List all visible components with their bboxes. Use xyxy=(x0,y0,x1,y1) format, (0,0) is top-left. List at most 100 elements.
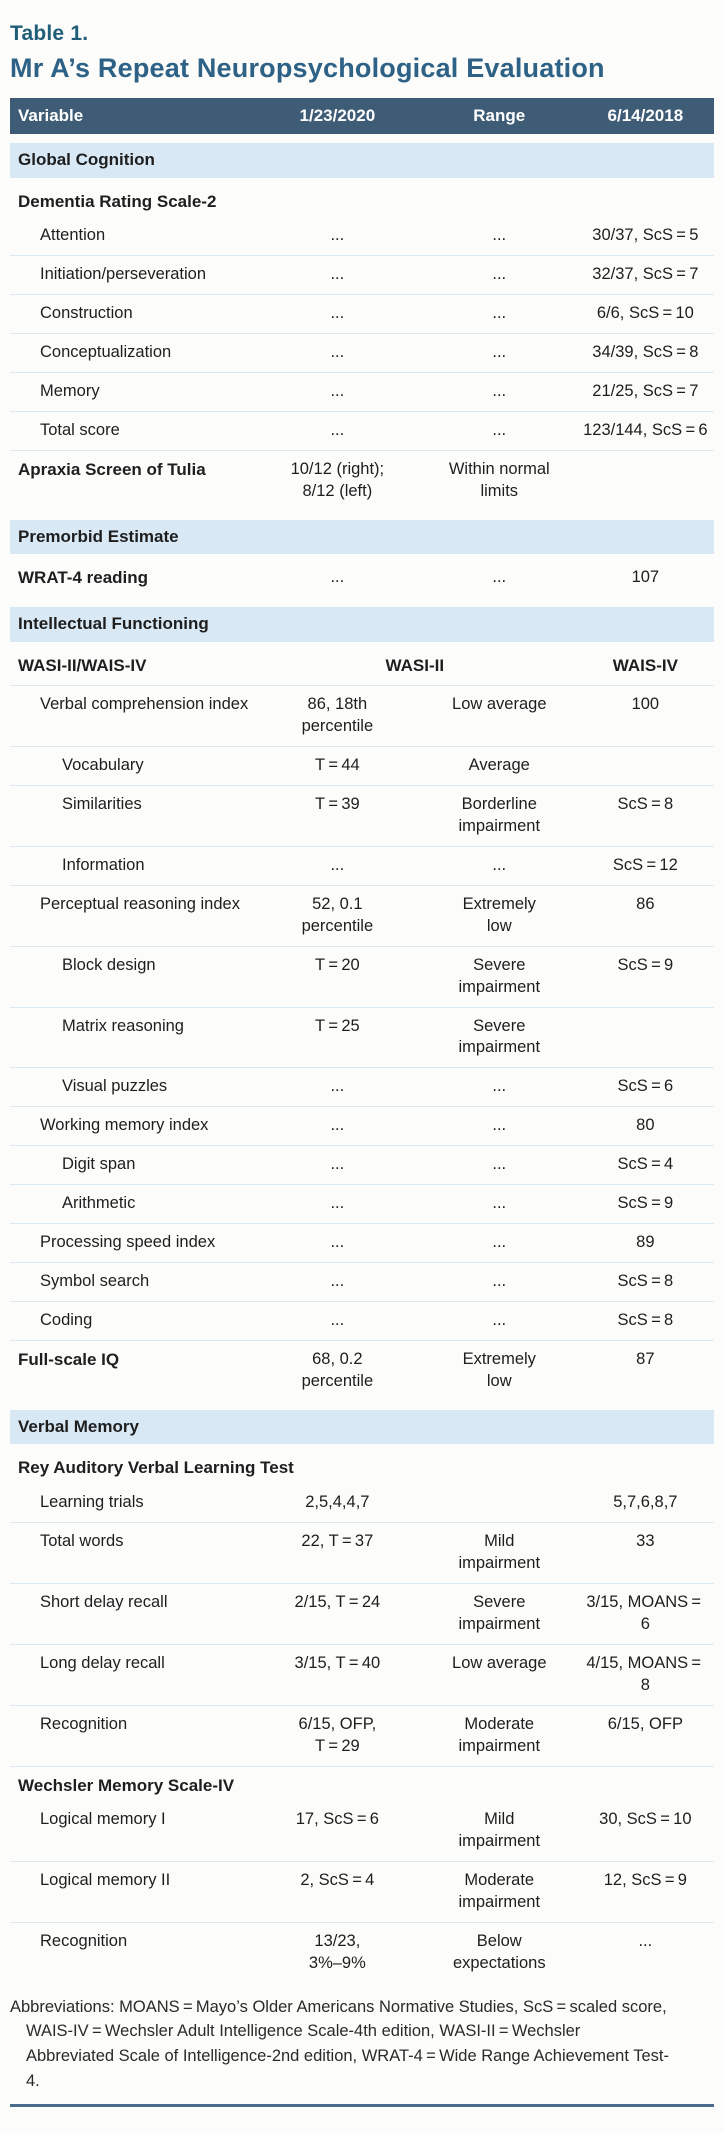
range-cell: ... xyxy=(421,1184,577,1224)
range-cell: ... xyxy=(421,294,577,334)
row-perceptual-reasoning-index: Perceptual reasoning index 52, 0.1 percen… xyxy=(10,884,714,947)
value-2020-cell: 2, ScS = 4 xyxy=(252,1860,422,1923)
subsection-row-rey-auditory-verbal-learning-test: Rey Auditory Verbal Learning Test xyxy=(10,1447,714,1484)
row-label-cell: Information xyxy=(10,845,253,886)
value-2018-cell: 89 xyxy=(576,1223,714,1263)
table-header: Variable 1/23/2020 Range 6/14/2018 xyxy=(10,98,714,139)
row-symbol-search: Symbol search...... ScS = 8 xyxy=(10,1262,714,1302)
test-name-span-cell: WASI-II xyxy=(385,655,445,675)
value-2020-cell: T = 25 xyxy=(252,1006,422,1068)
row-label-cell: Matrix reasoning xyxy=(10,1006,253,1068)
row-similarities: Similarities T = 39 Borderline impairment S… xyxy=(10,784,714,847)
range-cell: Moderate impairment xyxy=(421,1860,577,1923)
section-row-premorbid-estimate: Premorbid Estimate xyxy=(10,510,714,560)
value-2018-cell: 32/37, ScS = 7 xyxy=(576,255,714,295)
row-label-cell: Attention xyxy=(40,226,106,245)
row-label-cell: Visual puzzles xyxy=(10,1067,253,1107)
range-cell: ... xyxy=(421,845,577,886)
value-2018-cell: ... xyxy=(576,1921,714,1983)
row-memory: Memory...... 21/25, ScS = 7 xyxy=(10,371,714,412)
range-cell: Average xyxy=(421,746,577,786)
range-cell: Severe impairment xyxy=(421,945,577,1008)
row-digit-span: Digit span...... ScS = 4 xyxy=(10,1145,714,1185)
row-recognition: Recognition 13/23, 3%–9% Below expectation… xyxy=(10,1921,714,1983)
value-2018-cell: 123/144, ScS = 6 xyxy=(576,410,714,451)
row-conceptualization: Conceptualization...... 34/39, ScS = 8 xyxy=(10,333,714,373)
row-information: Information...... ScS = 12 xyxy=(10,845,714,886)
value-2020-cell: T = 39 xyxy=(252,784,422,847)
range-cell: Severe impairment xyxy=(421,1582,577,1645)
range-cell: ... xyxy=(492,226,507,245)
row-label-cell: Total words xyxy=(10,1522,253,1584)
value-2018-cell: 12, ScS = 9 xyxy=(576,1860,714,1923)
value-2020-cell: T = 20 xyxy=(252,945,422,1008)
range-cell xyxy=(422,1484,577,1522)
value-2018-cell: 30/37, ScS = 5 xyxy=(592,226,699,245)
row-construction: Construction...... 6/6, ScS = 10 xyxy=(10,294,714,334)
value-2020-cell: ... xyxy=(252,1184,422,1224)
value-2018-cell: 30, ScS = 10 xyxy=(599,1810,692,1829)
subsection-label: Wechsler Memory Scale-IV xyxy=(10,1765,714,1802)
row-total-words: Total words 22, T = 37 Mild impairment 33 xyxy=(10,1522,714,1584)
row-verbal-comprehension-index: Verbal comprehension index 86, 18th perce… xyxy=(10,685,714,747)
range-cell: ... xyxy=(421,1145,577,1185)
value-2020-cell: ... xyxy=(252,1067,422,1107)
test-name-cell: WAIS-IV xyxy=(612,655,678,675)
section-row-global-cognition: Global Cognition xyxy=(10,134,714,183)
range-cell: ... xyxy=(492,568,507,587)
value-2018-cell: ScS = 12 xyxy=(576,845,714,886)
row-label-cell: Logical memory II xyxy=(10,1860,253,1923)
row-label-cell: Short delay recall xyxy=(10,1582,253,1645)
row-label-cell: Arithmetic xyxy=(10,1184,253,1224)
value-2018-cell: ScS = 6 xyxy=(576,1067,714,1107)
row-full-scale-iq: Full-scale IQ 68, 0.2 percentile Extremely… xyxy=(10,1339,714,1406)
row-label-cell: Vocabulary xyxy=(10,746,253,786)
value-2020-cell: 2,5,4,4,7 xyxy=(305,1493,370,1512)
value-2020-cell: 3/15, T = 40 xyxy=(252,1643,422,1706)
value-2020-cell: ... xyxy=(252,1145,422,1185)
value-2020-cell: ... xyxy=(252,410,422,451)
value-2020-cell: 13/23, 3%–9% xyxy=(252,1921,422,1983)
table-figure: Table 1. Mr A’s Repeat Neuropsychologica… xyxy=(10,22,714,2107)
value-2018-cell: 80 xyxy=(576,1106,714,1146)
row-label-cell: Logical memory I xyxy=(40,1810,166,1829)
row-wasi-ii-wais-iv: WASI-II/WAIS-IV WASI-II WAIS-IV xyxy=(10,644,714,686)
row-coding: Coding...... ScS = 8 xyxy=(10,1301,714,1341)
row-long-delay-recall: Long delay recall 3/15, T = 40 Low average… xyxy=(10,1643,714,1706)
row-attention: Attention...... 30/37, ScS = 5 xyxy=(10,217,714,255)
row-label-cell: Full-scale IQ xyxy=(10,1339,253,1406)
value-2020-cell: 22, T = 37 xyxy=(252,1522,422,1584)
row-initiation-perseveration: Initiation/perseveration...... 32/37, ScS… xyxy=(10,255,714,295)
row-logical-memory-i: Logical memory I 17, ScS = 6 Mild impairme… xyxy=(10,1801,714,1861)
range-cell: Extremely low xyxy=(421,884,577,947)
value-2018-cell xyxy=(576,1006,714,1068)
value-2018-cell: ScS = 8 xyxy=(576,1262,714,1302)
value-2018-cell: 5,7,6,8,7 xyxy=(613,1493,678,1512)
range-cell: ... xyxy=(421,1106,577,1146)
value-2018-cell: 4/15, MOANS = 8 xyxy=(576,1643,714,1706)
row-arithmetic: Arithmetic...... ScS = 9 xyxy=(10,1184,714,1224)
range-cell: ... xyxy=(421,1223,577,1263)
value-2020-cell: ... xyxy=(252,294,422,334)
section-row-verbal-memory: Verbal Memory xyxy=(10,1400,714,1450)
value-2020-cell: 10/12 (right); 8/12 (left) xyxy=(252,449,422,516)
value-2020-cell: ... xyxy=(252,845,422,886)
range-cell: Low average xyxy=(421,1643,577,1706)
range-cell: Extremely low xyxy=(421,1339,577,1406)
subsection-row-wechsler-memory-scale-iv: Wechsler Memory Scale-IV xyxy=(10,1765,714,1802)
range-cell: Mild impairment xyxy=(458,1810,541,1851)
value-2020-cell: 17, ScS = 6 xyxy=(295,1810,379,1829)
row-block-design: Block design T = 20 Severe impairment ScS =… xyxy=(10,945,714,1008)
column-header-variable: Variable xyxy=(10,98,253,139)
value-2018-cell: 100 xyxy=(576,685,714,747)
abbreviations-note: Abbreviations: MOANS = Mayo’s Older Amer… xyxy=(10,1997,669,2090)
column-header-range: Range xyxy=(421,98,577,139)
range-cell: Mild impairment xyxy=(421,1522,577,1584)
section-row-intellectual-functioning: Intellectual Functioning xyxy=(10,597,714,647)
range-cell: ... xyxy=(421,1301,577,1341)
row-label-cell: Block design xyxy=(10,945,253,1008)
value-2018-cell: 107 xyxy=(631,568,660,587)
row-logical-memory-ii: Logical memory II 2, ScS = 4 Moderate impa… xyxy=(10,1860,714,1923)
value-2018-cell: 34/39, ScS = 8 xyxy=(576,333,714,373)
column-header-1-23-2020: 1/23/2020 xyxy=(252,98,422,139)
